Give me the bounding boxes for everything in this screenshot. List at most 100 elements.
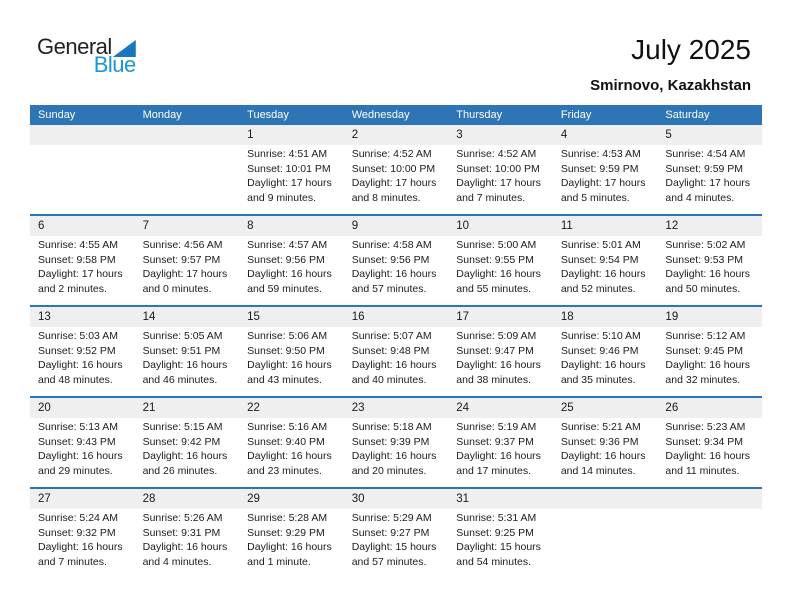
daylight-text: Daylight: 16 hours <box>665 268 751 280</box>
sunrise-text: Sunrise: 4:54 AM <box>665 148 746 160</box>
daylight-text: and 14 minutes. <box>560 464 636 477</box>
daylight-text: Daylight: 17 hours <box>456 177 541 189</box>
daylight-text: and 52 minutes. <box>560 282 636 295</box>
empty-day-cell <box>135 145 240 214</box>
daylight-text: Daylight: 17 hours <box>38 268 123 280</box>
day-cell: Sunrise: 4:54 AM Sunset: 9:59 PM Daylight:… <box>657 145 762 214</box>
sunset-text: Sunset: 9:29 PM <box>247 526 325 539</box>
sunrise-text: Sunrise: 5:24 AM <box>38 512 118 524</box>
day-number: 14 <box>142 311 156 323</box>
daylight-text: and 38 minutes. <box>456 373 531 386</box>
day-cell: Sunrise: 5:28 AM Sunset: 9:29 PM Daylight:… <box>239 509 344 578</box>
weekday-header: Monday <box>142 109 182 121</box>
daylight-text: Daylight: 16 hours <box>142 541 228 553</box>
day-cell: Sunrise: 5:07 AM Sunset: 9:48 PM Daylight:… <box>344 327 449 396</box>
day-number: 29 <box>247 493 260 505</box>
day-number: 17 <box>456 311 470 323</box>
weekday-header: Thursday <box>456 109 503 121</box>
sunrise-text: Sunrise: 5:05 AM <box>142 330 223 342</box>
day-number-band: 13 14 15 16 17 18 19 <box>30 307 762 327</box>
day-cell: Sunrise: 5:13 AM Sunset: 9:43 PM Daylight:… <box>30 418 135 487</box>
day-cell: Sunrise: 5:19 AM Sunset: 9:37 PM Daylight:… <box>448 418 553 487</box>
sunset-text: Sunset: 9:51 PM <box>142 344 221 357</box>
daylight-text: and 1 minute. <box>247 555 311 568</box>
daylight-text: and 48 minutes. <box>38 373 113 386</box>
daylight-text: and 50 minutes. <box>665 282 741 295</box>
sunset-text: Sunset: 9:34 PM <box>665 435 744 448</box>
sunset-text: Sunset: 9:36 PM <box>560 435 639 448</box>
day-number: 11 <box>560 220 573 232</box>
week-row: 13 14 15 16 17 18 19 Sunrise: 5:03 AM Sunset: 9:… <box>30 305 762 396</box>
day-number: 3 <box>456 129 463 141</box>
day-number-band: 27 28 29 30 31 <box>30 489 762 509</box>
daylight-text: Daylight: 17 hours <box>665 177 751 189</box>
day-number <box>657 489 762 509</box>
day-cell: Sunrise: 5:23 AM Sunset: 9:34 PM Daylight:… <box>657 418 762 487</box>
daylight-text: and 32 minutes. <box>665 373 741 386</box>
day-cell: Sunrise: 5:18 AM Sunset: 9:39 PM Daylight:… <box>344 418 449 487</box>
day-cell: Sunrise: 4:58 AM Sunset: 9:56 PM Daylight:… <box>344 236 449 305</box>
day-cell: Sunrise: 5:10 AM Sunset: 9:46 PM Daylight:… <box>553 327 658 396</box>
daylight-text: Daylight: 16 hours <box>560 450 646 462</box>
daylight-text: Daylight: 16 hours <box>247 541 332 553</box>
day-cell: Sunrise: 5:16 AM Sunset: 9:40 PM Daylight:… <box>239 418 344 487</box>
week-content: Sunrise: 5:13 AM Sunset: 9:43 PM Daylight:… <box>30 418 762 487</box>
sunrise-text: Sunrise: 5:29 AM <box>351 512 432 524</box>
day-cell: Sunrise: 5:21 AM Sunset: 9:36 PM Daylight:… <box>553 418 658 487</box>
sunrise-text: Sunrise: 4:55 AM <box>38 239 118 251</box>
sunset-text: Sunset: 9:25 PM <box>456 526 534 539</box>
day-cell: Sunrise: 5:31 AM Sunset: 9:25 PM Daylight:… <box>448 509 553 578</box>
daylight-text: Daylight: 15 hours <box>456 541 541 553</box>
day-number: 15 <box>247 311 260 323</box>
day-number: 7 <box>142 220 149 232</box>
sunrise-text: Sunrise: 5:09 AM <box>456 330 537 342</box>
daylight-text: and 0 minutes. <box>142 282 212 295</box>
week-row: 20 21 22 23 24 25 26 Sunrise: 5:13 AM Sunset: 9:… <box>30 396 762 487</box>
sunrise-text: Sunrise: 5:16 AM <box>247 421 328 433</box>
daylight-text: and 7 minutes. <box>456 191 526 204</box>
sunrise-text: Sunrise: 5:21 AM <box>560 421 641 433</box>
day-number: 19 <box>665 311 679 323</box>
day-number: 10 <box>456 220 470 232</box>
daylight-text: and 20 minutes. <box>351 464 427 477</box>
daylight-text: and 4 minutes. <box>142 555 212 568</box>
day-number: 16 <box>351 311 365 323</box>
daylight-text: Daylight: 16 hours <box>247 450 332 462</box>
day-cell: Sunrise: 4:57 AM Sunset: 9:56 PM Daylight:… <box>239 236 344 305</box>
daylight-text: Daylight: 16 hours <box>38 450 123 462</box>
sunset-text: Sunset: 9:58 PM <box>38 253 116 266</box>
day-number: 5 <box>665 129 672 141</box>
sunset-text: Sunset: 9:37 PM <box>456 435 534 448</box>
week-row: 6 7 8 9 10 11 12 Sunrise: 4:55 AM Sunset: 9:58 P… <box>30 214 762 305</box>
week-row: 27 28 29 30 31 Sunrise: 5:24 AM Sunset: 9:32 P… <box>30 487 762 578</box>
sunrise-text: Sunrise: 4:58 AM <box>351 239 432 251</box>
day-number: 8 <box>247 220 254 232</box>
daylight-text: and 4 minutes. <box>665 191 735 204</box>
sunset-text: Sunset: 9:52 PM <box>38 344 116 357</box>
day-number: 18 <box>560 311 574 323</box>
day-cell: Sunrise: 4:51 AM Sunset: 10:01 PM Daylight… <box>239 145 344 214</box>
empty-day-cell <box>553 509 658 578</box>
day-number: 6 <box>38 220 45 232</box>
sunset-text: Sunset: 9:31 PM <box>142 526 221 539</box>
sunset-text: Sunset: 9:53 PM <box>665 253 744 266</box>
day-number: 25 <box>560 402 574 414</box>
daylight-text: Daylight: 16 hours <box>560 359 646 371</box>
logo-text-blue: Blue <box>93 52 137 77</box>
day-number: 28 <box>142 493 156 505</box>
sunrise-text: Sunrise: 5:19 AM <box>456 421 537 433</box>
sunset-text: Sunset: 10:00 PM <box>351 162 436 175</box>
daylight-text: Daylight: 16 hours <box>142 450 228 462</box>
sunset-text: Sunset: 9:45 PM <box>665 344 744 357</box>
daylight-text: and 54 minutes. <box>456 555 531 568</box>
daylight-text: and 40 minutes. <box>351 373 427 386</box>
daylight-text: Daylight: 16 hours <box>38 541 123 553</box>
daylight-text: and 59 minutes. <box>247 282 322 295</box>
page-title: July 2025 <box>631 34 751 65</box>
daylight-text: and 11 minutes. <box>665 464 740 477</box>
weekday-header: Friday <box>560 109 592 121</box>
daylight-text: and 43 minutes. <box>247 373 322 386</box>
day-cell: Sunrise: 4:53 AM Sunset: 9:59 PM Daylight:… <box>553 145 658 214</box>
daylight-text: Daylight: 16 hours <box>247 359 332 371</box>
daylight-text: and 29 minutes. <box>38 464 113 477</box>
